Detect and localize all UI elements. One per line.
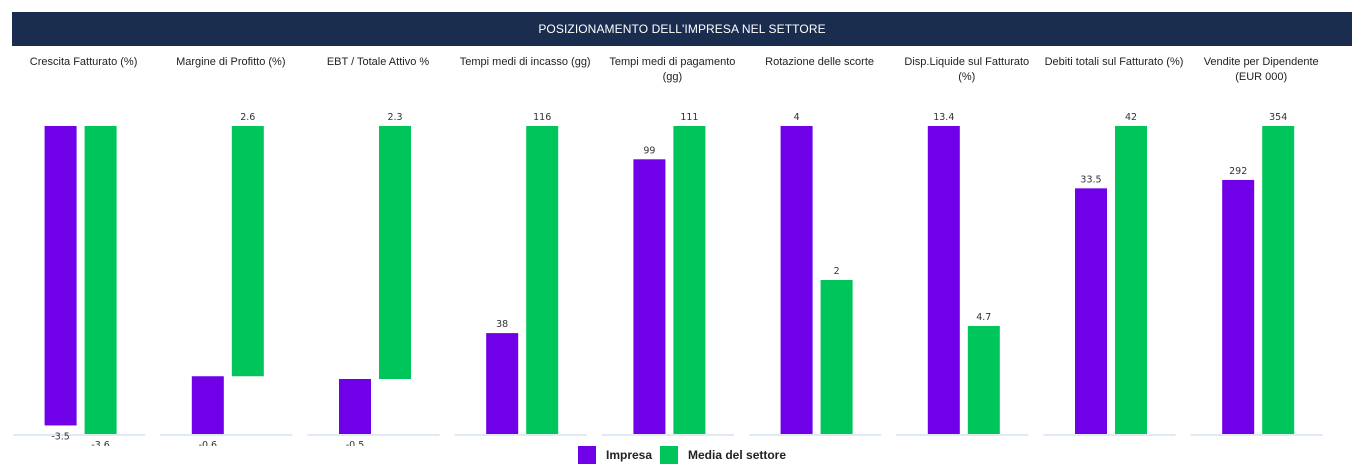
data-label: 292	[1229, 166, 1247, 177]
data-label: 4	[794, 112, 800, 123]
panel-title: EBT / Totale Attivo %	[326, 56, 430, 68]
bar-media-settore-ebt-totale-attivo[interactable]	[379, 126, 411, 379]
data-label: 2	[834, 266, 840, 277]
data-label: 116	[533, 112, 551, 123]
data-label: 13.4	[933, 112, 954, 123]
panel-title: Tempi medi di pagamento (gg)	[609, 56, 736, 83]
bar-impresa-tempi-medi-di-pagamento-gg[interactable]	[633, 159, 666, 434]
panel-title: Vendite per Dipendente (EUR 000)	[1203, 56, 1319, 83]
legend-label-impresa: Impresa	[606, 448, 653, 462]
panel-title: Rotazione delle scorte	[765, 56, 875, 68]
bar-impresa-ebt-totale-attivo[interactable]	[339, 379, 371, 434]
bar-media-settore-tempi-medi-di-incasso-gg[interactable]	[526, 126, 559, 434]
data-label: 42	[1125, 112, 1137, 123]
data-label: 2.6	[240, 112, 255, 123]
data-label: 38	[496, 319, 508, 330]
data-label: 33.5	[1080, 174, 1101, 185]
panel-title: Disp.Liquide sul Fatturato (%)	[904, 56, 1030, 83]
bar-impresa-tempi-medi-di-incasso-gg[interactable]	[486, 333, 519, 434]
data-label: 354	[1269, 112, 1287, 123]
data-label: -3.6	[91, 440, 110, 446]
legend-item-media-settore[interactable]: Media del settore	[660, 446, 786, 464]
data-label: 2.3	[387, 112, 402, 123]
legend-swatch-media-settore	[660, 446, 678, 464]
panel-title: Tempi medi di incasso (gg)	[459, 56, 591, 68]
legend-swatch-impresa	[578, 446, 596, 464]
chart-title: POSIZIONAMENTO DELL'IMPRESA NEL SETTORE	[538, 22, 826, 36]
bar-impresa-rotazione-delle-scorte[interactable]	[780, 126, 813, 434]
legend-item-impresa[interactable]: Impresa	[578, 446, 652, 464]
data-label: 4.7	[976, 312, 991, 323]
data-label: -3.5	[51, 431, 70, 442]
bar-media-settore-debiti-totali-sul-fatturato[interactable]	[1115, 126, 1147, 434]
chart-header: POSIZIONAMENTO DELL'IMPRESA NEL SETTORE	[12, 12, 1352, 46]
bar-impresa-debiti-totali-sul-fatturato[interactable]	[1075, 188, 1107, 434]
bar-impresa-disp-liquide-sul-fatturato[interactable]	[927, 126, 960, 434]
bar-media-settore-tempi-medi-di-pagamento-gg[interactable]	[673, 126, 706, 434]
panel-title: Margine di Profitto (%)	[176, 56, 286, 68]
bar-impresa-crescita-fatturato[interactable]	[44, 126, 77, 426]
bar-impresa-vendite-per-dipendente-eur-000[interactable]	[1222, 179, 1255, 434]
legend-label-media-settore: Media del settore	[688, 448, 787, 462]
data-label: 111	[680, 112, 698, 123]
data-label: 99	[643, 145, 655, 156]
bar-impresa-margine-di-profitto[interactable]	[191, 376, 224, 434]
panel-title: Crescita Fatturato (%)	[29, 56, 138, 68]
bar-media-settore-margine-di-profitto[interactable]	[231, 126, 264, 377]
bar-media-settore-crescita-fatturato[interactable]	[84, 126, 117, 434]
bar-media-settore-disp-liquide-sul-fatturato[interactable]	[967, 325, 1000, 434]
panel-title: Debiti totali sul Fatturato (%)	[1044, 56, 1184, 68]
legend: Impresa Media del settore	[0, 446, 1362, 468]
bar-media-settore-rotazione-delle-scorte[interactable]	[820, 280, 853, 434]
bar-media-settore-vendite-per-dipendente-eur-000[interactable]	[1262, 126, 1295, 434]
data-label: -0.5	[346, 440, 365, 446]
data-label: -0.6	[199, 440, 218, 446]
